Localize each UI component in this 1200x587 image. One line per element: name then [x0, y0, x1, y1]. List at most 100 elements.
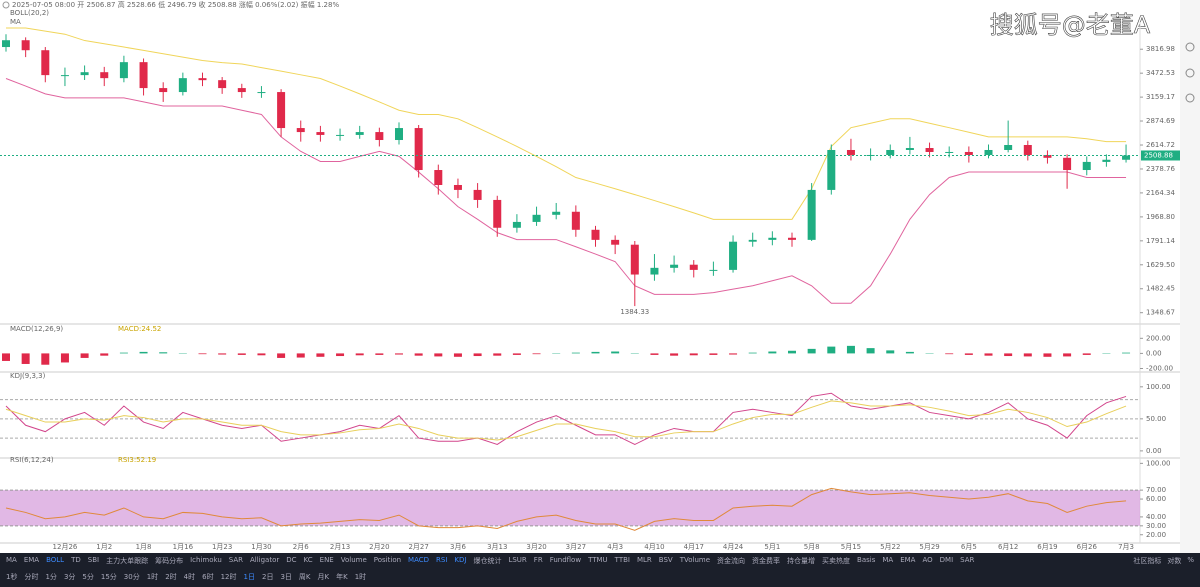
indicator-tab[interactable]: DMI	[939, 556, 954, 564]
interval-tab[interactable]: 1时	[146, 573, 159, 581]
indicator-tab[interactable]: Ichimoku	[190, 556, 222, 564]
indicator-tab[interactable]: SBI	[87, 556, 100, 564]
indicator-tab[interactable]: 资金流向	[717, 557, 746, 565]
indicator-tab[interactable]: TD	[71, 556, 81, 564]
interval-tab[interactable]: 月K	[317, 573, 330, 581]
interval-tab[interactable]: 3分	[63, 573, 76, 581]
indicator-tab[interactable]: ENE	[319, 556, 334, 564]
toolbar-button[interactable]: %	[1187, 556, 1194, 564]
indicator-tab[interactable]: TTBI	[614, 556, 630, 564]
candle-body	[414, 128, 423, 171]
interval-tab[interactable]: 年K	[336, 573, 348, 581]
interval-tabs: 1秒 分时 1分 3分 5分 15分 30分 1时 2时 4时 6时 12时 1日 2日 3日 周K 月K 年K 1…	[0, 569, 1200, 585]
candle-body	[434, 170, 443, 185]
interval-tab[interactable]: 分时	[24, 573, 39, 581]
y-tick-label: 40.00	[1146, 513, 1166, 521]
candle-body	[395, 128, 403, 141]
icon[interactable]	[1185, 42, 1195, 52]
indicator-tab[interactable]: KDJ	[454, 556, 467, 564]
indicator-tab[interactable]: SAR	[960, 556, 975, 564]
indicator-tab[interactable]: AO	[922, 556, 933, 564]
indicator-tab[interactable]: Basis	[857, 556, 876, 564]
indicator-tab[interactable]: 买卖热度	[822, 557, 851, 565]
candle-body	[2, 40, 10, 48]
macd-bar	[1043, 353, 1052, 357]
indicator-tab[interactable]: LSUR	[508, 556, 527, 564]
indicator-tab[interactable]: BSV	[658, 556, 673, 564]
interval-tab[interactable]: 周K	[298, 573, 311, 581]
interval-tab[interactable]: 2日	[261, 573, 274, 581]
indicator-tab[interactable]: 筹码分布	[155, 557, 184, 565]
interval-tab[interactable]: 30分	[123, 573, 140, 581]
x-tick-label: 5月8	[804, 543, 820, 551]
indicator-tab[interactable]: FR	[533, 556, 543, 564]
x-tick-label: 4月3	[607, 543, 623, 551]
candle-body	[237, 88, 246, 93]
indicator-tab[interactable]: 资金费率	[752, 557, 781, 565]
interval-tab[interactable]: 1日	[243, 573, 255, 581]
indicator-tab[interactable]: Volume	[340, 556, 367, 564]
panel-title: BOLL(20,2)	[10, 9, 49, 17]
interval-tab[interactable]: 1分	[45, 573, 57, 581]
interval-tab[interactable]: 1秒	[6, 573, 18, 581]
indicator-tab[interactable]: 爆仓统计	[473, 557, 502, 565]
interval-tab[interactable]: 1时	[354, 573, 367, 581]
indicator-tab[interactable]: 持仓量增	[787, 557, 816, 565]
macd-bar	[650, 353, 659, 355]
indicator-tab[interactable]: BOLL	[46, 556, 65, 564]
indicator-tab[interactable]: EMA	[23, 556, 40, 564]
candle-body	[1043, 154, 1052, 158]
y-tick-label: 1629.50	[1146, 261, 1175, 269]
toolbar-button[interactable]: 社区指标	[1133, 557, 1162, 565]
indicator-tab[interactable]: MLR	[636, 556, 652, 564]
macd-bar	[1063, 353, 1072, 357]
interval-tab[interactable]: 2时	[165, 573, 177, 581]
indicator-tab[interactable]: Alligator	[249, 556, 280, 564]
interval-tab[interactable]: 3日	[280, 573, 292, 581]
indicator-tab[interactable]: TTMU	[588, 556, 608, 564]
macd-bar	[611, 351, 620, 354]
interval-tab[interactable]: 12时	[220, 573, 237, 581]
macd-bar	[395, 353, 403, 355]
macd-bar	[866, 348, 875, 354]
x-tick-label: 4月24	[723, 543, 744, 551]
interval-tab[interactable]: 15分	[100, 573, 117, 581]
icon[interactable]	[1185, 93, 1195, 103]
last-price-label: 2508.88	[1144, 151, 1173, 159]
rsi-band	[0, 490, 1140, 526]
icon[interactable]	[1185, 68, 1195, 78]
indicator-tab[interactable]: TVolume	[679, 556, 711, 564]
candle-body	[80, 72, 89, 76]
indicator-line	[5, 400, 1127, 441]
y-tick-label: 100.00	[1146, 383, 1171, 391]
interval-tab[interactable]: 6时	[202, 573, 214, 581]
y-tick-label: 30.00	[1146, 522, 1166, 530]
macd-bar	[375, 353, 384, 355]
indicator-tab[interactable]: MA	[882, 556, 894, 564]
interval-tab[interactable]: 5分	[82, 573, 94, 581]
low-label: 1384.33	[620, 308, 649, 316]
indicator-tab[interactable]: SAR	[228, 556, 243, 564]
y-tick-label: 3816.98	[1146, 45, 1175, 53]
candle-body	[1082, 161, 1091, 171]
indicator-tab[interactable]: Fundflow	[549, 556, 582, 564]
indicator-tab[interactable]: RSI	[436, 556, 448, 564]
indicator-tab[interactable]: DC	[286, 556, 297, 564]
candle-body	[925, 148, 934, 152]
indicator-tab[interactable]: Position	[373, 556, 402, 564]
interval-tab[interactable]: 4时	[183, 573, 196, 581]
macd-bar	[296, 353, 305, 358]
candle-body	[571, 211, 580, 230]
x-tick-label: 2月27	[408, 543, 428, 551]
macd-bar	[453, 353, 462, 357]
toolbar-button[interactable]: 对数	[1167, 557, 1182, 565]
indicator-tab[interactable]: KC	[303, 556, 313, 564]
candle-body	[532, 214, 541, 222]
candle-body	[198, 78, 207, 81]
indicator-tab[interactable]: MACD	[408, 556, 430, 564]
candle-body	[512, 221, 521, 228]
indicator-tab[interactable]: EMA	[900, 556, 916, 564]
icon[interactable]	[2, 1, 10, 9]
indicator-tab[interactable]: MA	[6, 556, 17, 564]
indicator-tab[interactable]: 主力大单跟踪	[106, 557, 149, 565]
